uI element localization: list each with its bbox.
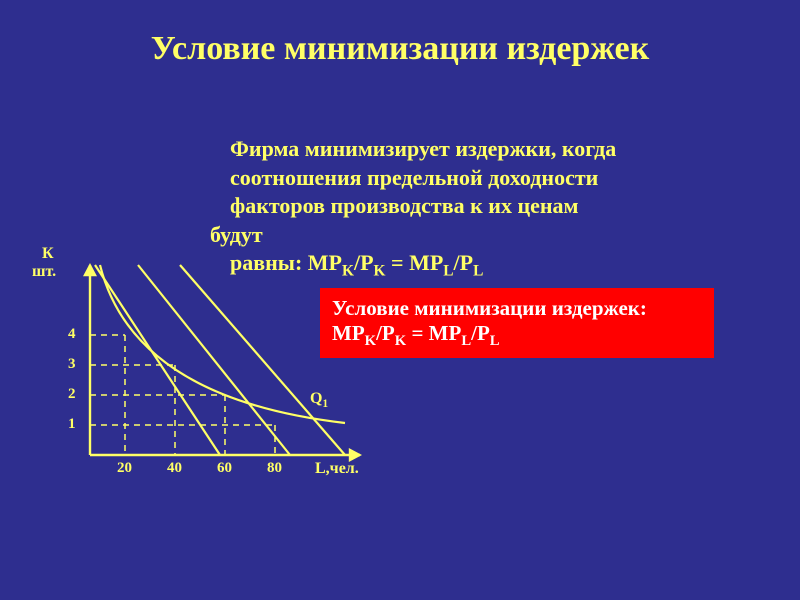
isoquant-label: Q1 xyxy=(310,390,328,410)
isoquant-chart: К шт. L,чел. Q1 123420406080 xyxy=(60,255,380,515)
x-axis-label: L,чел. xyxy=(315,460,359,478)
x-tick: 20 xyxy=(117,460,132,477)
y-axis-label-top: К xyxy=(42,245,54,263)
y-tick: 4 xyxy=(68,326,76,343)
y-tick: 3 xyxy=(68,356,76,373)
para-line-4: будут xyxy=(210,221,770,250)
para-line-3: факторов производства к их ценам xyxy=(230,193,579,218)
x-tick: 80 xyxy=(267,460,282,477)
para-line-1: Фирма минимизирует издержки, когда xyxy=(230,136,616,161)
y-axis-label-bottom: шт. xyxy=(32,263,56,281)
slide-title: Условие минимизации издержек xyxy=(0,0,800,78)
x-tick: 60 xyxy=(217,460,232,477)
y-tick: 1 xyxy=(68,416,76,433)
para-line-2: соотношения предельной доходности xyxy=(230,165,598,190)
x-tick: 40 xyxy=(167,460,182,477)
y-tick: 2 xyxy=(68,386,76,403)
